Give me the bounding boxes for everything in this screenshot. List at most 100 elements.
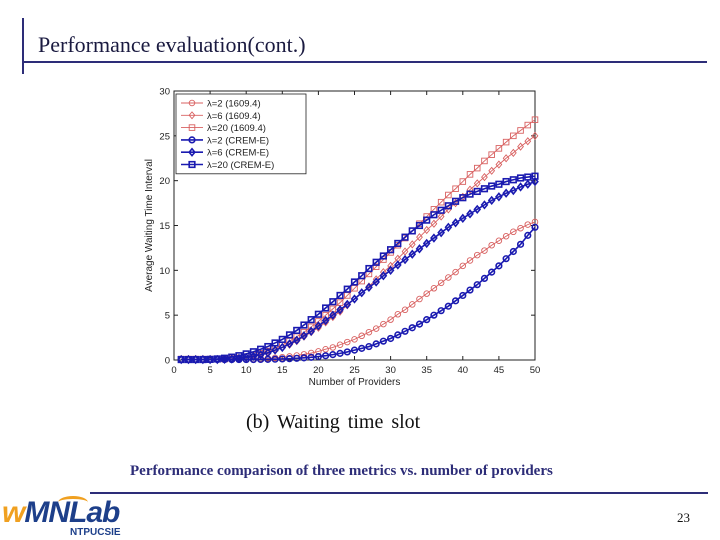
data-point	[466, 209, 474, 219]
data-point	[336, 305, 344, 315]
data-point	[473, 281, 481, 289]
data-point	[307, 349, 315, 357]
y-axis-label: Average Waiting Time Interval	[144, 159, 155, 292]
y-tick-label: 25	[159, 131, 170, 142]
x-tick-label: 30	[385, 365, 396, 376]
y-tick-label: 10	[159, 266, 170, 277]
y-tick-label: 5	[165, 311, 170, 322]
data-point	[409, 301, 416, 308]
data-point	[387, 334, 395, 343]
data-point	[365, 282, 373, 293]
data-point	[509, 247, 517, 256]
data-point	[430, 219, 438, 228]
chart-legend: λ=2 (1609.4)λ=6 (1609.4)λ=20 (1609.4)λ=2…	[175, 93, 307, 175]
x-tick-label: 15	[277, 365, 288, 376]
data-point	[510, 228, 517, 236]
data-point	[372, 325, 380, 332]
data-point	[510, 132, 517, 140]
title-underline	[22, 61, 707, 63]
data-point	[495, 262, 503, 270]
data-point	[365, 264, 373, 273]
data-point	[416, 233, 423, 242]
data-point	[452, 268, 459, 276]
data-point	[473, 179, 481, 188]
data-point	[271, 339, 279, 347]
data-point	[481, 247, 488, 254]
data-point	[329, 344, 337, 351]
data-point	[445, 191, 452, 199]
data-point	[445, 274, 452, 281]
data-point	[437, 198, 445, 206]
data-point	[307, 323, 315, 331]
data-point	[516, 240, 525, 248]
data-point	[415, 320, 424, 328]
data-point	[423, 216, 431, 224]
data-point	[459, 194, 467, 202]
data-point	[437, 228, 445, 238]
data-point	[351, 336, 358, 343]
data-point	[430, 311, 438, 319]
data-point	[343, 348, 351, 356]
data-point	[228, 353, 236, 361]
data-point	[264, 342, 272, 351]
figure-subcaption: Performance comparison of three metrics …	[130, 463, 553, 479]
legend-entry: λ=2 (1609.4)	[207, 99, 261, 110]
figure-caption: (b) Waiting time slot	[246, 411, 421, 433]
data-point	[487, 195, 496, 206]
data-point	[336, 291, 344, 300]
data-point	[264, 348, 272, 358]
data-point	[516, 182, 525, 192]
data-point	[314, 321, 323, 331]
x-tick-label: 45	[494, 365, 505, 376]
data-point	[531, 223, 539, 231]
data-point	[401, 306, 409, 314]
data-point	[531, 116, 539, 123]
data-point	[285, 339, 294, 349]
data-point	[416, 295, 423, 303]
data-point	[488, 241, 495, 249]
data-point	[329, 298, 337, 306]
data-point	[315, 318, 322, 325]
data-point	[437, 212, 445, 221]
data-point	[350, 278, 359, 286]
y-tick-label: 0	[165, 356, 170, 367]
data-point	[488, 182, 496, 190]
data-point	[509, 185, 518, 196]
legend-entry: λ=2 (CREM-E)	[207, 135, 269, 146]
data-point	[278, 335, 286, 343]
legend-swatch-marker	[188, 136, 196, 144]
x-tick-label: 20	[313, 365, 324, 376]
data-point	[452, 185, 459, 192]
data-point	[285, 331, 294, 339]
data-point	[401, 247, 409, 256]
data-point	[466, 185, 474, 194]
data-point	[502, 177, 510, 186]
data-point	[285, 355, 294, 363]
data-point	[473, 204, 482, 215]
y-tick-label: 20	[159, 176, 170, 187]
data-point	[524, 121, 532, 129]
data-point	[242, 350, 250, 358]
logo-swoosh-icon	[58, 496, 88, 509]
data-point	[459, 178, 467, 185]
data-point	[372, 263, 380, 270]
data-point	[307, 353, 315, 361]
data-point	[379, 252, 387, 260]
data-point	[336, 341, 344, 349]
series-5	[177, 172, 539, 364]
legend-entry: λ=20 (1609.4)	[207, 123, 266, 134]
data-point	[458, 213, 467, 223]
legend-swatch-marker	[188, 111, 196, 120]
data-point	[423, 225, 431, 235]
data-point	[408, 249, 417, 259]
data-point	[444, 302, 452, 310]
data-point	[415, 221, 424, 230]
legend-entry: λ=20 (CREM-E)	[207, 160, 274, 171]
data-point	[336, 349, 344, 357]
data-point	[358, 272, 366, 280]
data-point	[524, 221, 532, 228]
data-point	[386, 246, 395, 254]
data-point	[423, 290, 430, 297]
data-point	[213, 355, 221, 363]
data-point	[321, 315, 330, 326]
